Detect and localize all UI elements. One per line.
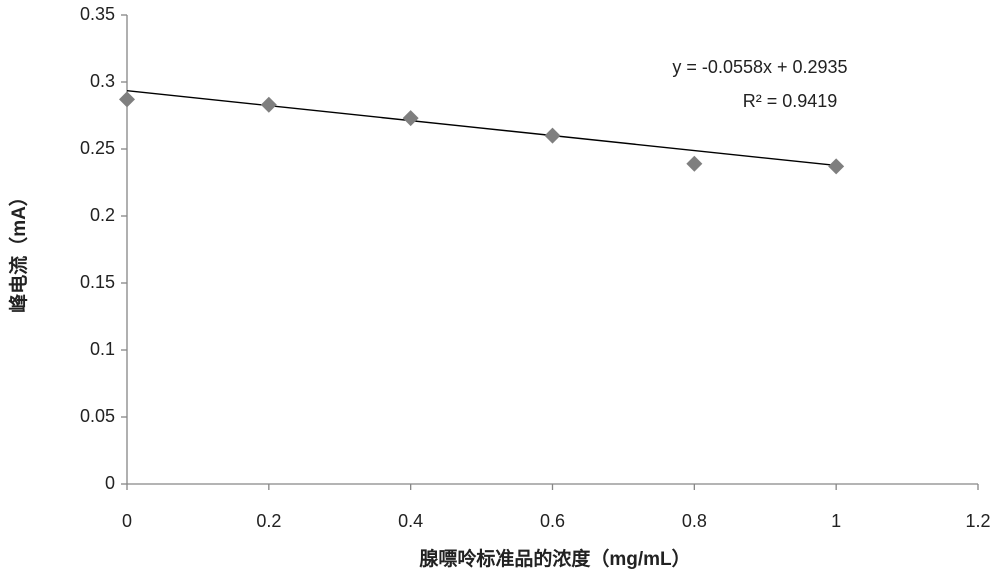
y-tick-label: 0.05 [80,406,115,426]
y-axis-title: 峰电流（mA） [7,187,30,313]
x-tick-label: 0.2 [256,511,281,531]
y-tick-label: 0.15 [80,272,115,292]
x-tick-label: 0.8 [682,511,707,531]
y-tick-label: 0.1 [90,339,115,359]
y-tick-label: 0.35 [80,4,115,24]
data-point [260,96,277,113]
x-tick-label: 0.4 [398,511,423,531]
data-point [828,158,845,175]
y-tick-label: 0.2 [90,205,115,225]
y-tick-label: 0.25 [80,138,115,158]
x-tick-label: 0 [122,511,132,531]
data-point [686,155,703,172]
r-squared: R² = 0.9419 [743,91,838,111]
trendline [126,90,837,167]
trendline-equation: y = -0.0558x + 0.2935 [672,57,847,77]
data-point [544,127,561,144]
data-point [119,91,135,108]
x-tick-label: 0.6 [540,511,565,531]
x-tick-label: 1 [831,511,841,531]
x-axis-title: 腺嘌呤标准品的浓度（mg/mL） [418,547,690,570]
y-tick-label: 0.3 [90,71,115,91]
x-tick-label: 1.2 [965,511,990,531]
y-tick-label: 0 [105,473,115,493]
data-point [402,110,419,127]
